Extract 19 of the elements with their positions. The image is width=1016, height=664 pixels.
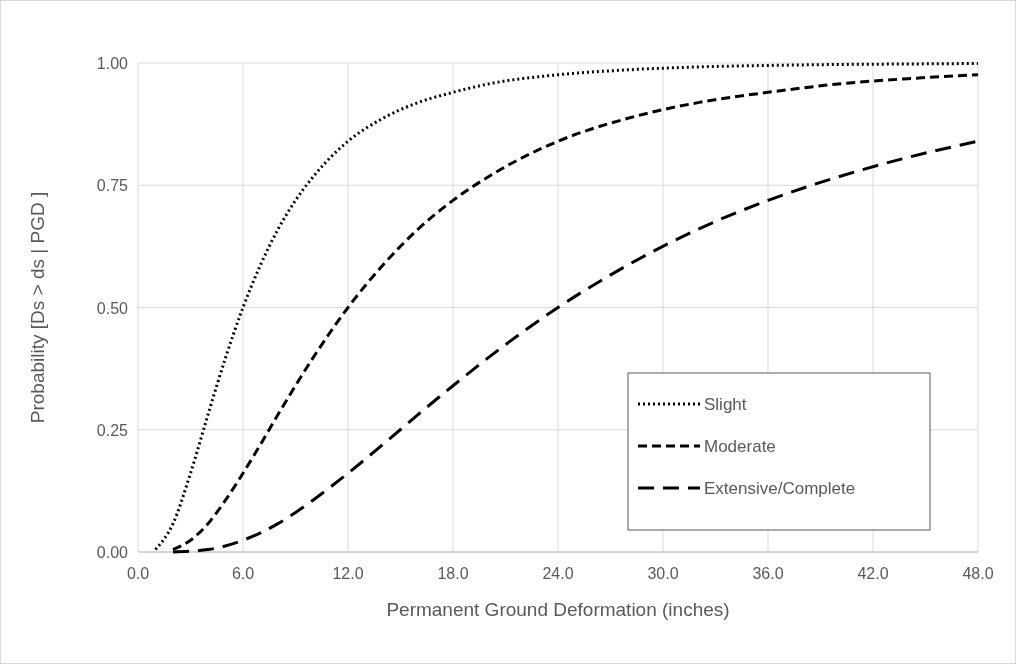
y-tick-label: 0.25: [96, 421, 129, 439]
y-tick-label: 0.75: [96, 177, 129, 195]
x-tick-label: 36.0: [752, 565, 784, 582]
x-tick-label: 24.0: [542, 565, 574, 582]
x-tick-label: 18.0: [437, 565, 469, 582]
x-tick-label: 12.0: [332, 565, 364, 582]
y-tick-label: 0.00: [96, 544, 129, 561]
legend-label: Moderate: [704, 437, 776, 456]
legend-label: Slight: [704, 395, 747, 414]
x-tick-label: 0.0: [126, 565, 150, 582]
y-tick-label: 1.00: [96, 55, 129, 72]
y-tick-label: 0.50: [96, 299, 129, 317]
y-axis-title: Probability [Ds > ds | PGD ]: [27, 191, 48, 424]
x-tick-label: 48.0: [962, 565, 994, 582]
x-tick-label: 6.0: [231, 565, 255, 582]
x-tick-label: 30.0: [647, 565, 679, 582]
x-tick-label: 42.0: [857, 565, 889, 582]
legend-label: Extensive/Complete: [704, 479, 856, 498]
x-axis-title: Permanent Ground Deformation (inches): [386, 599, 730, 620]
